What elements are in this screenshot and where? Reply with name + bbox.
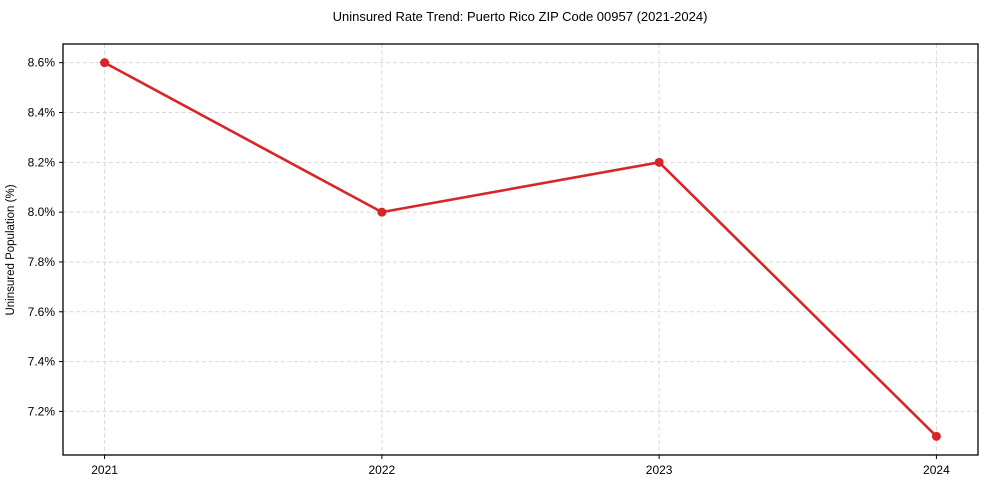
data-point-marker [931, 431, 941, 441]
chart-title: Uninsured Rate Trend: Puerto Rico ZIP Co… [333, 9, 708, 24]
x-tick-label: 2024 [923, 463, 950, 477]
y-tick-label: 7.4% [28, 355, 56, 369]
y-tick-label: 8.4% [28, 106, 56, 120]
data-point-marker [100, 58, 110, 68]
y-tick-label: 7.8% [28, 255, 56, 269]
trend-line [103, 61, 938, 438]
x-tick-label: 2023 [646, 463, 673, 477]
x-tick-label: 2022 [369, 463, 396, 477]
y-tick-label: 8.0% [28, 205, 56, 219]
y-tick-label: 7.2% [28, 404, 56, 418]
chart-layer: 2021 2022 2023 2024 7.2% 7.4% 7.6% 7.8% 8.0% 8.2%… [28, 43, 979, 477]
y-axis-label: Uninsured Population (%) [5, 184, 17, 315]
y-tick-label: 8.2% [28, 155, 56, 169]
data-point-marker [377, 207, 387, 217]
y-tick-label: 7.6% [28, 305, 56, 319]
data-point-marker [654, 157, 664, 167]
y-tick-label: 8.6% [28, 56, 56, 70]
x-tick-label: 2021 [91, 463, 118, 477]
plot-border [62, 43, 979, 456]
